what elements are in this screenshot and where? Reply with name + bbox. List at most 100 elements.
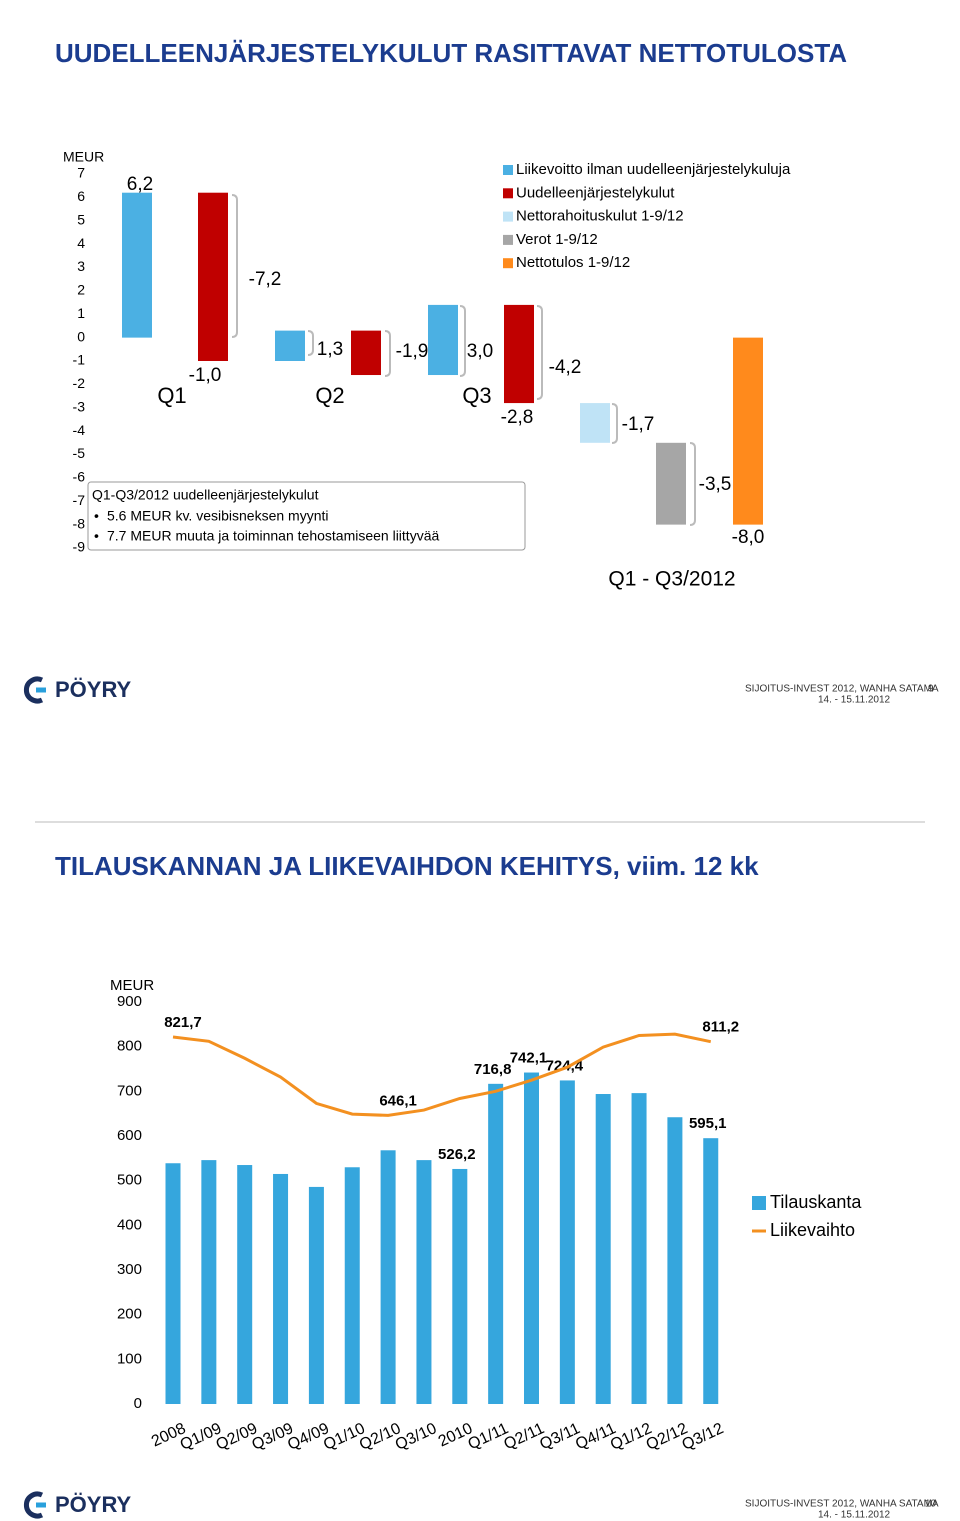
bar: [308, 1186, 324, 1404]
event: SIJOITUS-INVEST 2012, WANHA SATAMA: [745, 1499, 939, 1510]
logo-mark: [23, 676, 46, 1519]
bar: [524, 1072, 539, 1404]
value-label: -3,5: [699, 474, 732, 495]
y-tick-label: -3: [73, 398, 86, 414]
bracket: [689, 442, 696, 526]
logo-text: PÖYRY: [55, 1492, 132, 1517]
y-tick-label: 2: [77, 282, 85, 298]
y-tick-label: 5: [77, 211, 85, 227]
legend-label: Uudelleenjärjestelykulut: [516, 184, 675, 201]
bar: [122, 192, 152, 338]
note-box: [87, 481, 526, 551]
bracket: [231, 194, 238, 338]
bracket: [459, 305, 466, 377]
x-tick-label: Q3/10: [393, 1420, 440, 1454]
bar: [380, 1150, 396, 1404]
legend-label: Liikevaihto: [770, 1220, 855, 1240]
bar: [595, 1094, 611, 1404]
legend-swatch: [503, 165, 513, 175]
bar: [273, 1173, 289, 1404]
bracket: [384, 330, 391, 377]
y-tick-label: 7: [77, 165, 85, 181]
bar: [504, 304, 534, 404]
y-tick-label: -5: [73, 445, 86, 461]
bar: [428, 304, 458, 376]
value-label: 811,2: [702, 1019, 739, 1036]
event: SIJOITUS-INVEST 2012, WANHA SATAMA: [745, 684, 939, 695]
y-tick-label: 300: [117, 1261, 142, 1278]
bar: [656, 442, 686, 525]
note-title: Q1-Q3/2012 uudelleenjärjestelykulut: [92, 487, 319, 503]
legend-label: Nettotulos 1-9/12: [516, 254, 630, 271]
value-label: 595,1: [689, 1115, 727, 1132]
legend-label: Liikevoitto ilman uudelleenjärjestelykul…: [516, 161, 791, 178]
bar: [416, 1160, 432, 1404]
legend-label: Verot 1-9/12: [516, 231, 598, 248]
y-tick-label: -1: [73, 352, 86, 368]
y-tick-label: -8: [73, 515, 86, 531]
bar: [580, 403, 610, 443]
bullet: •: [94, 528, 99, 544]
x-tick-label: Q3/12: [680, 1420, 727, 1454]
y-tick-label: -7: [73, 492, 86, 508]
y-tick-label: 4: [77, 235, 85, 251]
value-label: 526,2: [438, 1146, 476, 1163]
y-tick-label: 900: [117, 993, 142, 1010]
value-label: 3,0: [467, 341, 493, 362]
y-axis-label: MEUR: [63, 149, 104, 165]
slide-title: UUDELLEENJÄRJESTELYKULUT RASITTAVAT NETT…: [55, 38, 847, 68]
bracket: [307, 330, 314, 356]
value-label: 6,2: [127, 174, 153, 195]
legend-swatch: [503, 234, 513, 245]
bar: [733, 337, 763, 525]
value-label: 821,7: [164, 1014, 202, 1031]
bullet: •: [94, 508, 99, 524]
y-tick-label: -2: [73, 375, 86, 391]
value-label: -4,2: [549, 357, 582, 378]
value-label: -8,0: [732, 527, 765, 548]
value-label: -7,2: [249, 269, 282, 290]
bracket: [611, 403, 618, 444]
running-total-label: -1,0: [189, 365, 222, 386]
y-axis-label: MEUR: [110, 977, 154, 994]
y-tick-label: 0: [77, 328, 85, 344]
slide-title: TILAUSKANNAN JA LIIKEVAIHDON KEHITYS, vi…: [55, 851, 759, 881]
legend-label: Nettorahoituskulut 1-9/12: [516, 208, 684, 225]
page-number: 9: [928, 684, 934, 695]
legend-swatch: [503, 258, 513, 269]
bar: [344, 1167, 360, 1404]
y-tick-label: 3: [77, 258, 85, 274]
value-label: -1,7: [622, 414, 655, 435]
bar: [667, 1117, 683, 1404]
y-tick-label: 6: [77, 188, 85, 204]
value-label: 716,8: [474, 1061, 512, 1078]
running-total-label: -2,8: [501, 407, 534, 428]
line: [172, 1032, 712, 1117]
date: 14. - 15.11.2012: [818, 1510, 891, 1521]
bracket: [536, 305, 543, 400]
y-tick-label: 500: [117, 1172, 142, 1189]
bar: [631, 1093, 647, 1404]
group-label: Q1 - Q3/2012: [608, 568, 735, 591]
group-label: Q1: [157, 383, 186, 408]
bar: [703, 1138, 719, 1404]
bar: [559, 1080, 575, 1404]
note-bullet: 7.7 MEUR muuta ja toiminnan tehostamisee…: [107, 528, 439, 544]
bar: [198, 192, 228, 361]
legend-label: Tilauskanta: [770, 1192, 862, 1212]
y-tick-label: 200: [117, 1306, 142, 1323]
group-label: Q2: [315, 383, 344, 408]
legend-swatch: [503, 188, 513, 199]
date: 14. - 15.11.2012: [818, 695, 891, 706]
y-tick-label: 1: [77, 305, 85, 321]
bar: [452, 1168, 468, 1404]
y-tick-label: -9: [73, 539, 86, 555]
value-label: 742,1: [510, 1049, 548, 1066]
y-tick-label: -6: [73, 469, 86, 485]
y-tick-label: 100: [117, 1350, 142, 1367]
y-tick-label: -4: [73, 422, 86, 438]
y-tick-label: 600: [117, 1127, 142, 1144]
bar: [275, 330, 305, 361]
